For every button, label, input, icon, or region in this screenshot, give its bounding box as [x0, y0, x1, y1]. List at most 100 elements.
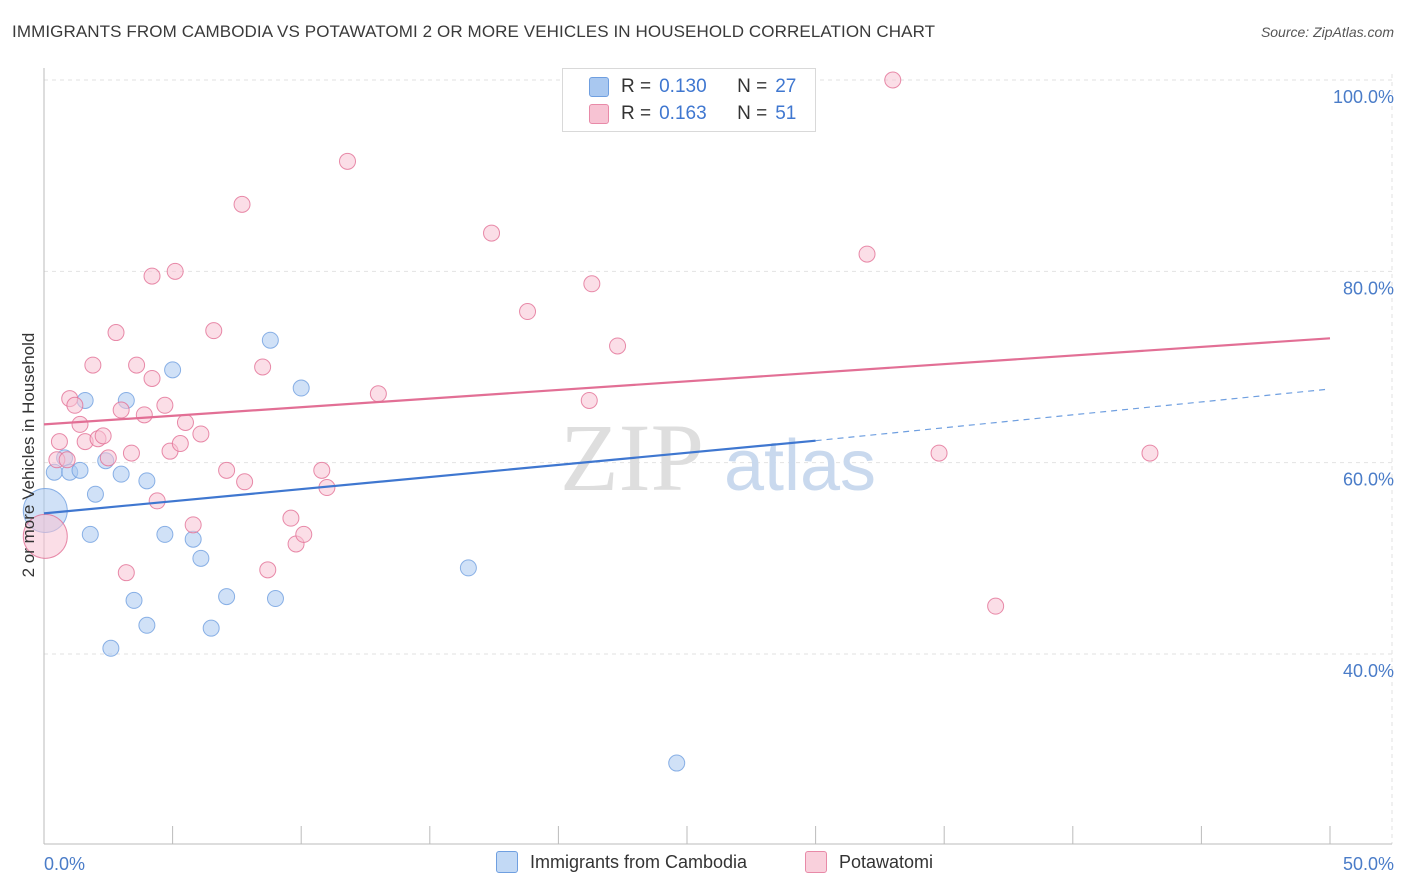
y-tick-label: 100.0% — [1333, 87, 1394, 107]
potawatomi-point — [94, 427, 112, 445]
potawatomi-point — [66, 396, 84, 414]
legend-r-label: R = — [621, 103, 652, 124]
potawatomi-point — [282, 509, 300, 527]
potawatomi-point — [254, 358, 272, 376]
legend-label-potawatomi: Potawatomi — [839, 851, 934, 872]
legend-n-label: N = — [737, 103, 768, 124]
potawatomi-point — [519, 303, 537, 321]
potawatomi-point — [583, 275, 601, 293]
potawatomi-point — [143, 267, 161, 285]
potawatomi-point — [609, 337, 627, 355]
potawatomi-point — [858, 245, 876, 263]
trend-lines — [43, 337, 1331, 515]
potawatomi-point — [930, 444, 948, 462]
x-tick-label-max: 50.0% — [1343, 854, 1394, 874]
cambodia-point — [668, 754, 686, 772]
potawatomi-point — [295, 525, 313, 543]
correlation-legend: R = 0.130 N = 27 R = 0.163 N = 51 — [562, 68, 816, 132]
y-tick-label: 60.0% — [1343, 470, 1394, 490]
cambodia-point — [459, 559, 477, 577]
series-potawatomi-points — [22, 71, 1159, 615]
potawatomi-trend-line — [43, 337, 1331, 426]
legend-row-cambodia: R = 0.130 N = 27 — [589, 75, 796, 99]
potawatomi-point — [84, 356, 102, 374]
potawatomi-point — [580, 391, 598, 409]
legend-n-value: 51 — [775, 103, 797, 124]
legend-n-label: N = — [737, 76, 768, 97]
chart-title: IMMIGRANTS FROM CAMBODIA VS POTAWATOMI 2… — [12, 22, 936, 41]
series-legend: Immigrants from Cambodia Potawatomi — [0, 851, 1406, 879]
potawatomi-point — [166, 262, 184, 280]
legend-r-value: 0.130 — [659, 76, 707, 97]
potawatomi-point — [192, 425, 210, 443]
cambodia-point — [125, 591, 143, 609]
y-tick-label: 80.0% — [1343, 278, 1394, 298]
legend-swatch-cambodia — [589, 77, 609, 97]
potawatomi-point — [99, 449, 117, 467]
cambodia-point — [138, 472, 156, 490]
cambodia-point — [71, 461, 89, 479]
potawatomi-point — [184, 516, 202, 534]
watermark: ZIP atlas — [560, 404, 876, 511]
potawatomi-point — [50, 433, 68, 451]
cambodia-point — [86, 485, 104, 503]
potawatomi-point — [107, 324, 125, 342]
potawatomi-point — [1141, 444, 1159, 462]
potawatomi-point — [117, 564, 135, 582]
legend-item-potawatomi[interactable]: Potawatomi — [805, 851, 933, 873]
cambodia-point — [292, 379, 310, 397]
legend-row-potawatomi: R = 0.163 N = 51 — [589, 102, 796, 126]
cambodia-point — [81, 525, 99, 543]
cambodia-point — [192, 549, 210, 567]
potawatomi-point — [369, 385, 387, 403]
cambodia-trend-extension — [815, 388, 1331, 442]
cambodia-point — [156, 525, 174, 543]
potawatomi-point — [58, 451, 76, 469]
potawatomi-point — [205, 322, 223, 340]
potawatomi-point — [112, 401, 130, 419]
cambodia-point — [261, 331, 279, 349]
potawatomi-point — [987, 597, 1005, 615]
potawatomi-point — [71, 415, 89, 433]
source-label: Source: ZipAtlas.com — [1260, 24, 1394, 40]
potawatomi-point — [156, 396, 174, 414]
cambodia-point — [266, 590, 284, 608]
potawatomi-point — [171, 435, 189, 453]
potawatomi-point — [218, 461, 236, 479]
y-tick-label: 40.0% — [1343, 661, 1394, 681]
potawatomi-point — [338, 152, 356, 170]
cambodia-point — [164, 361, 182, 379]
legend-n-value: 27 — [775, 76, 797, 97]
potawatomi-point — [135, 406, 153, 424]
cambodia-trend-line — [43, 439, 816, 515]
potawatomi-point — [483, 224, 501, 242]
cambodia-point — [184, 530, 202, 548]
potawatomi-point — [128, 356, 146, 374]
legend-r-value: 0.163 — [659, 103, 707, 124]
tick-labels: 40.0% 60.0% 80.0% 100.0% 0.0% 50.0% — [44, 87, 1394, 874]
x-tick-label-min: 0.0% — [44, 854, 85, 874]
cambodia-point — [138, 616, 156, 634]
cambodia-point — [112, 465, 130, 483]
watermark-atlas: atlas — [724, 426, 876, 506]
cambodia-point — [202, 619, 220, 637]
cambodia-point — [102, 639, 120, 657]
axes — [43, 68, 1392, 845]
potawatomi-point — [176, 413, 194, 431]
legend-label-cambodia: Immigrants from Cambodia — [530, 851, 748, 872]
legend-item-cambodia[interactable]: Immigrants from Cambodia — [496, 851, 747, 873]
potawatomi-point — [143, 369, 161, 387]
legend-r-label: R = — [621, 76, 652, 97]
legend-swatch-potawatomi — [589, 104, 609, 124]
potawatomi-point — [148, 492, 166, 510]
potawatomi-point — [313, 461, 331, 479]
legend-swatch-cambodia — [496, 851, 518, 873]
potawatomi-point — [884, 71, 902, 89]
cambodia-point — [218, 588, 236, 606]
potawatomi-point — [122, 444, 140, 462]
potawatomi-point — [259, 561, 277, 579]
grid-lines — [44, 74, 1393, 844]
potawatomi-point — [233, 195, 251, 213]
potawatomi-point — [236, 473, 254, 491]
